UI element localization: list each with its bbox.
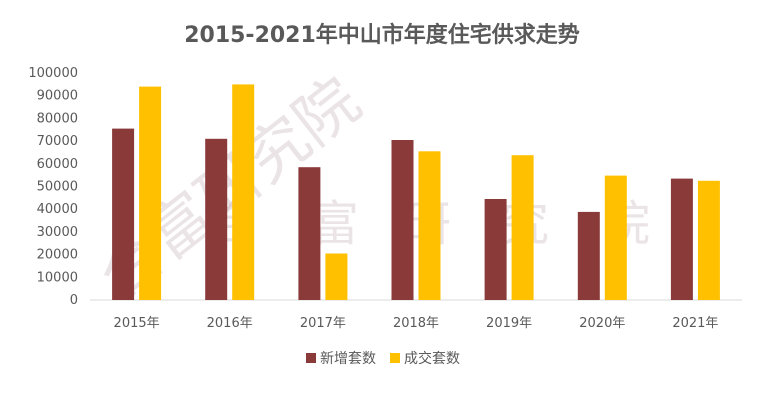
x-tick-label: 2018年	[393, 316, 439, 331]
y-tick-label: 90000	[37, 89, 78, 104]
bars	[112, 84, 720, 301]
legend-swatch	[390, 353, 400, 363]
bar	[232, 84, 255, 301]
bar	[325, 253, 348, 300]
bar	[391, 140, 414, 300]
y-tick-label: 60000	[37, 157, 78, 172]
bar	[670, 178, 693, 300]
legend-swatch	[306, 353, 316, 363]
y-tick-label: 100000	[28, 66, 78, 81]
bar	[484, 199, 507, 300]
legend: 新增套数 成交套数	[306, 350, 460, 367]
y-tick-label: 50000	[37, 180, 78, 195]
y-tick-label: 20000	[37, 248, 78, 263]
x-tick-label: 2017年	[300, 316, 346, 331]
bar	[112, 128, 135, 300]
y-tick-label: 30000	[37, 225, 78, 240]
chart-title: 2015-2021年中山市年度住宅供求走势	[184, 22, 580, 48]
x-axis: 2015年 2016年 2017年 2018年 2019年 2020年 2021年	[114, 316, 719, 331]
x-tick-label: 2021年	[672, 316, 718, 331]
bar	[205, 138, 228, 300]
bar	[697, 180, 720, 300]
watermark: 合富研究院合富研究院	[84, 63, 650, 311]
legend-label: 新增套数	[320, 351, 376, 367]
y-tick-label: 80000	[37, 111, 78, 126]
y-tick-label: 10000	[37, 270, 78, 285]
bar	[418, 151, 441, 300]
y-axis: 0 10000 20000 30000 40000 50000 60000 70000 8000…	[28, 66, 742, 308]
bar	[511, 155, 534, 300]
x-tick-label: 2015年	[114, 316, 160, 331]
bar	[577, 211, 600, 300]
legend-label: 成交套数	[404, 350, 460, 367]
x-tick-label: 2016年	[207, 316, 253, 331]
x-tick-label: 2019年	[486, 316, 532, 331]
y-tick-label: 0	[70, 293, 78, 308]
bar	[604, 175, 627, 300]
x-tick-label: 2020年	[579, 316, 625, 331]
bar	[298, 167, 321, 300]
y-tick-label: 70000	[37, 134, 78, 149]
y-tick-label: 40000	[37, 202, 78, 217]
bar	[139, 86, 162, 300]
